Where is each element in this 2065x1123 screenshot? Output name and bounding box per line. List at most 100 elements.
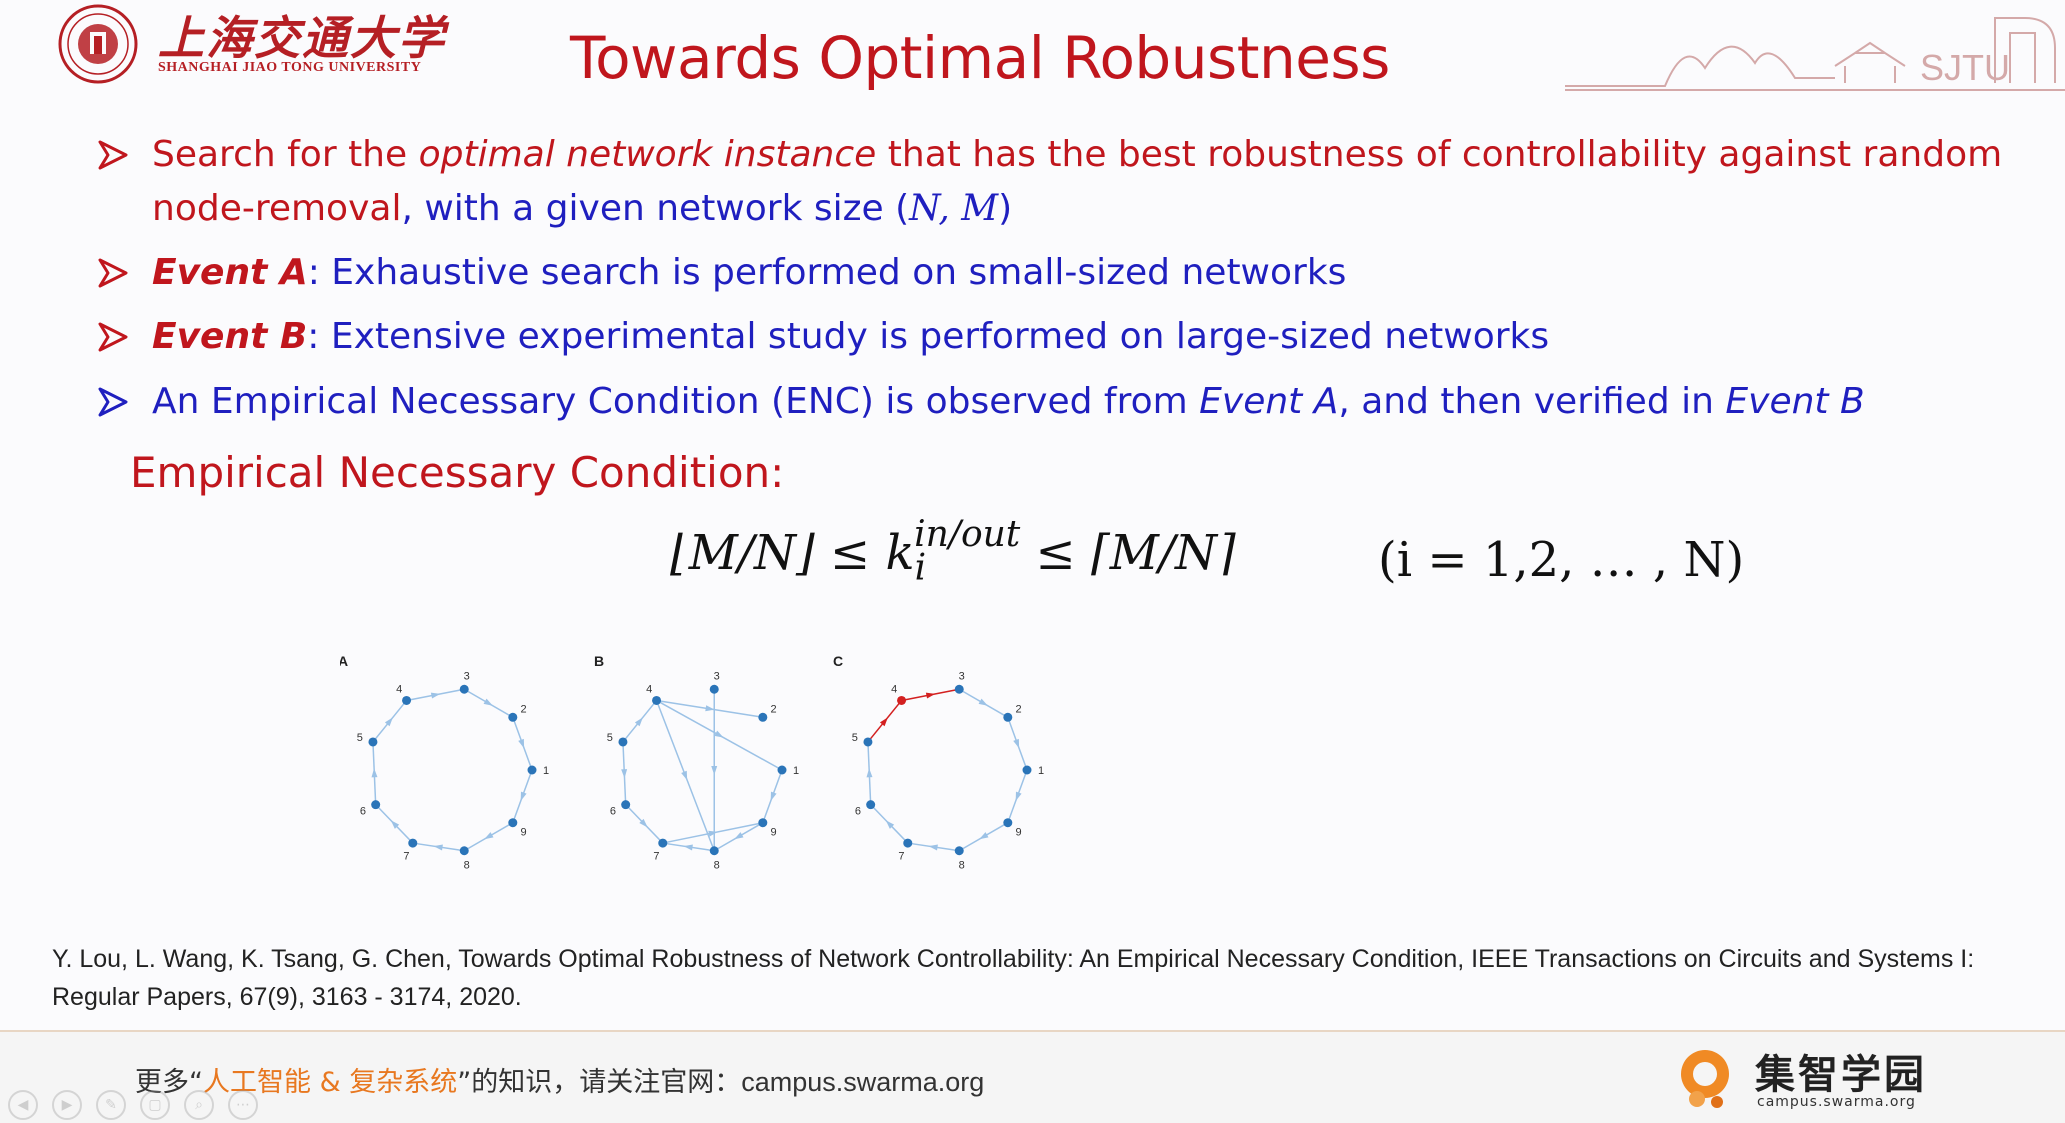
edge-arrowhead [371, 768, 378, 778]
network-diagrams: 1 2 3 4 5 6 7 8 9 A 1 2 3 4 5 6 7 8 9 B 1 2 3 4 5 6 7 8 9 C [340, 653, 1044, 872]
network-node [402, 695, 412, 705]
slide: 上海交通大学 SHANGHAI JIAO TONG UNIVERSITY Tow… [52, 4, 2065, 1011]
network-node [459, 846, 469, 856]
bullet-text: , and then verified in [1338, 381, 1726, 422]
network-node [621, 800, 631, 810]
network-node [863, 737, 873, 747]
network-node [508, 712, 518, 722]
edge-arrowhead [885, 820, 895, 829]
network-node-label: 8 [464, 860, 470, 872]
edge-arrowhead [979, 832, 989, 840]
footer-bar: 更多“人工智能 & 复杂系统”的知识，请关注官网：campus.swarma.o… [0, 1032, 2065, 1123]
network-node [954, 846, 964, 856]
next-slide-button[interactable]: ▶ [52, 1090, 82, 1120]
prev-slide-button[interactable]: ◀ [8, 1090, 38, 1120]
edge-arrowhead [520, 791, 527, 802]
edge-arrowhead [925, 692, 936, 699]
network-node-label: 9 [520, 827, 526, 839]
event-reference: Event A [1199, 381, 1339, 422]
footer-promo-text: 更多“人工智能 & 复杂系统”的知识，请关注官网：campus.swarma.o… [135, 1060, 984, 1099]
network-node [527, 765, 537, 775]
edge-arrowhead [390, 820, 400, 829]
footer-url-link[interactable]: campus.swarma.org [741, 1067, 985, 1097]
network-node [658, 838, 668, 848]
bullet-arrow-icon [98, 140, 128, 170]
panel-label: B [594, 653, 604, 669]
network-node [1022, 765, 1032, 775]
event-reference: Event B [1725, 381, 1865, 422]
enc-formula: ⌊M/N⌋ ≤ kiin/out ≤ ⌈M/N⌉ [670, 514, 1236, 589]
edge-arrowhead [928, 844, 938, 851]
network-node [618, 737, 628, 747]
event-label: Event A [152, 252, 308, 293]
bullet-event-a: Event A: Exhaustive search is performed … [152, 246, 1346, 300]
edge-arrowhead [483, 698, 493, 706]
network-node [903, 838, 913, 848]
network-node-label: 1 [543, 765, 549, 777]
footer-divider [0, 1030, 2065, 1032]
zoom-button[interactable]: ⌕ [184, 1090, 214, 1120]
network-node [459, 684, 469, 694]
pages-button[interactable]: ▢ [140, 1090, 170, 1120]
network-node-label: 1 [793, 765, 799, 777]
enc-heading: Empirical Necessary Condition: [130, 448, 785, 497]
event-label: Event B [152, 316, 308, 357]
formula-subscript: i [914, 547, 927, 589]
network-node [758, 818, 768, 828]
edge-arrowhead [770, 791, 777, 802]
reference-citation: Y. Lou, L. Wang, K. Tsang, G. Chen, Towa… [52, 945, 1975, 1011]
video-player-controls: ◀ ▶ ✎ ▢ ⌕ ⋯ [8, 1090, 258, 1123]
edge-arrowhead [734, 832, 744, 840]
network-node-label: 4 [646, 684, 652, 696]
bullet-arrow-icon [98, 258, 128, 288]
network-node-label: 3 [464, 670, 470, 682]
edge-arrowhead [705, 705, 715, 712]
edge-arrowhead [681, 770, 688, 781]
more-options-button[interactable]: ⋯ [228, 1090, 258, 1120]
edge-arrowhead [978, 698, 988, 706]
edge-arrowhead [639, 818, 648, 828]
network-node-label: 7 [653, 851, 659, 863]
edge-arrowhead [518, 738, 525, 749]
math-variables: N, M [909, 188, 999, 229]
bullet-text: ) [998, 188, 1013, 229]
bullet-text: , with a given network size ( [401, 188, 910, 229]
edge-arrowhead [433, 844, 443, 851]
network-node-label: 9 [1015, 827, 1021, 839]
edge-arrowhead [384, 717, 393, 727]
bullet-text-emphasis: optimal network instance [418, 134, 877, 175]
bullet-text: : Extensive experimental study is perfor… [307, 316, 1550, 357]
network-node [897, 695, 907, 705]
network-node [709, 684, 719, 694]
network-node-label: 9 [770, 827, 776, 839]
network-node [1003, 818, 1013, 828]
bullet-text: that has the best robustness of controll… [876, 134, 2003, 175]
swarma-logo-icon [1681, 1050, 1729, 1108]
edge-arrowhead [634, 717, 643, 727]
formula-right: ≤ ⌈M/N⌉ [1020, 525, 1236, 581]
formula-left: ⌊M/N⌋ ≤ k [670, 525, 915, 581]
bullet-optimal-search: Search for the optimal network instance … [152, 128, 2002, 236]
network-node-label: 3 [714, 670, 720, 682]
edge-arrowhead [866, 768, 873, 778]
network-node-label: 2 [770, 703, 776, 715]
network-node [408, 838, 418, 848]
network-node [508, 818, 518, 828]
network-node [371, 800, 381, 810]
slide-title: Towards Optimal Robustness [570, 24, 1390, 92]
pen-tool-button[interactable]: ✎ [96, 1090, 126, 1120]
bullet-enc-observed: An Empirical Necessary Condition (ENC) i… [152, 375, 1865, 429]
bullet-arrow-icon [98, 387, 128, 417]
university-name-chinese: 上海交通大学 [158, 11, 446, 65]
bullet-text: : Exhaustive search is performed on smal… [307, 252, 1347, 293]
formula-superscript: in/out [914, 514, 1021, 555]
network-node [652, 695, 662, 705]
university-seal-logo [58, 4, 138, 84]
swarma-brand-url: campus.swarma.org [1757, 1094, 1916, 1110]
network-node [709, 846, 719, 856]
network-node-label: 8 [959, 860, 965, 872]
network-node-label: 6 [360, 806, 366, 818]
edge-arrowhead [683, 844, 693, 851]
network-node-label: 6 [855, 806, 861, 818]
formula-index-range: (i = 1,2, … , N) [1378, 532, 1745, 588]
